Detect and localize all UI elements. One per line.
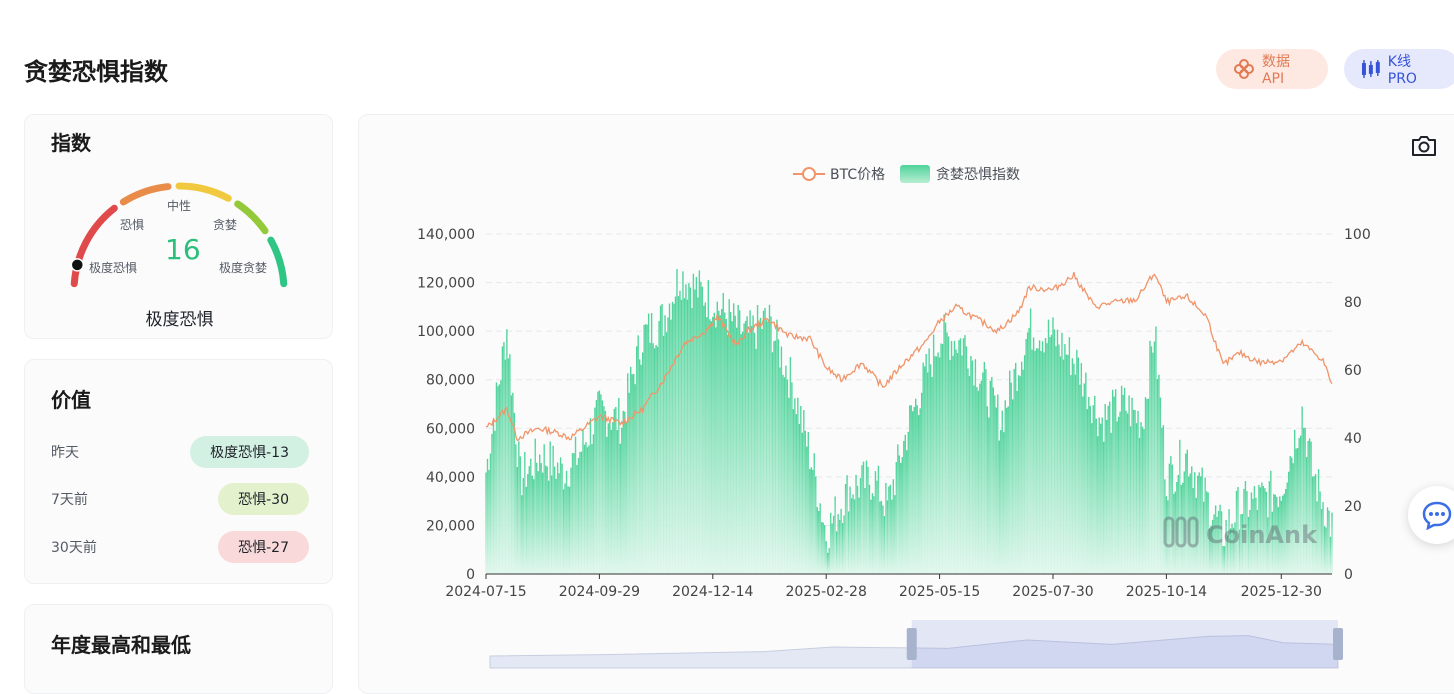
gauge-segment [175, 182, 232, 202]
value-row-30-days: 30天前 恐惧-27 [51, 531, 309, 563]
data-api-button[interactable]: 数据API [1216, 49, 1328, 89]
gauge-label-greed: 贪婪 [213, 218, 238, 232]
index-card-title: 指数 [51, 131, 91, 155]
value-card-title: 价值 [51, 388, 91, 412]
gauge-label-fear: 恐惧 [120, 218, 145, 232]
chat-support-button[interactable] [1408, 486, 1454, 544]
gauge-segment [70, 204, 118, 288]
value-card: 价值 昨天 极度恐惧-13 7天前 恐惧-30 30天前 恐惧-27 [24, 359, 333, 584]
gauge-status: 极度恐惧 [145, 310, 214, 330]
value-row-label: 昨天 [51, 445, 79, 461]
chat-bubble-icon [1422, 501, 1452, 530]
gauge-segment [119, 183, 172, 206]
gauge-pointer [70, 258, 85, 272]
gauge-segment [234, 200, 269, 235]
gauge-label-neutral: 中性 [167, 199, 192, 213]
value-row-7-days: 7天前 恐惧-30 [51, 483, 309, 515]
value-row-badge: 恐惧-30 [218, 483, 309, 515]
kline-pro-button[interactable]: K线 PRO [1344, 49, 1454, 89]
gauge-segment [267, 236, 288, 288]
gauge-label-extreme-fear: 极度恐惧 [89, 261, 138, 275]
save-image-button[interactable] [1410, 134, 1438, 162]
value-row-badge: 恐惧-27 [218, 531, 309, 563]
api-icon [1233, 59, 1254, 79]
data-api-label: 数据API [1261, 54, 1290, 87]
camera-icon [1412, 136, 1436, 156]
value-row-label: 7天前 [51, 492, 88, 508]
gauge-value: 16 [165, 233, 201, 266]
yearly-high-low-card: 年度最高和最低 [24, 604, 333, 694]
value-row-label: 30天前 [51, 540, 97, 556]
yearly-card-title: 年度最高和最低 [51, 633, 191, 657]
value-row-badge: 极度恐惧-13 [190, 436, 309, 468]
kline-pro-label: K线 PRO [1387, 54, 1417, 87]
value-row-yesterday: 昨天 极度恐惧-13 [51, 436, 309, 468]
gauge-label-extreme-greed: 极度贪婪 [219, 261, 268, 275]
index-card: 指数 极度恐惧 恐惧 中性 贪婪 极度贪婪 16 极度恐惧 [24, 114, 333, 339]
page-title: 贪婪恐惧指数 [24, 58, 168, 86]
candlestick-icon [1361, 60, 1380, 78]
chart-card [358, 114, 1454, 694]
fear-greed-gauge [70, 182, 288, 288]
